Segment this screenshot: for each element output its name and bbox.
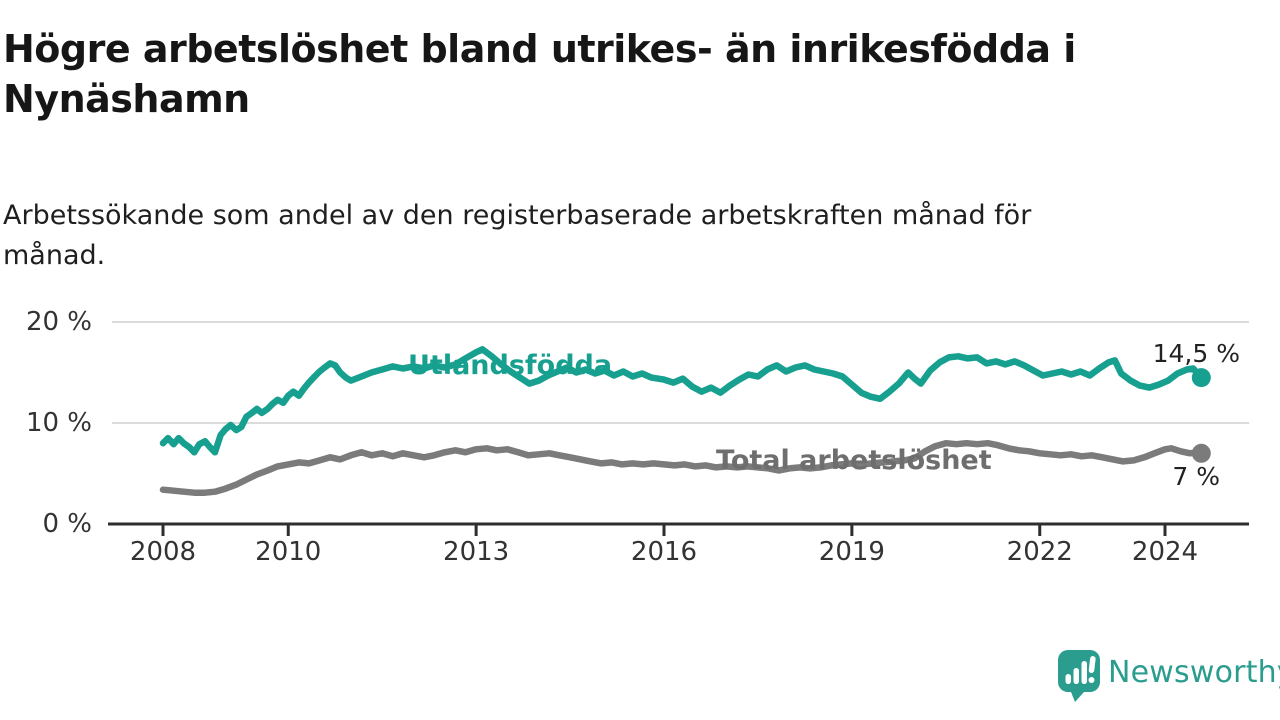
x-axis-ticks — [161, 524, 1167, 536]
newsworthy-logo-text: Newsworthy — [1108, 655, 1280, 690]
logo-bar-2 — [1073, 668, 1079, 684]
title-line-2: Nynäshamn — [3, 77, 250, 121]
end-value-label-total: 7 % — [1172, 462, 1220, 491]
series-end-dot-0 — [1191, 368, 1211, 388]
logo-exclamation-stem — [1088, 656, 1096, 673]
logo-bar-1 — [1065, 674, 1071, 684]
x-tick-label: 2024 — [1131, 537, 1199, 567]
page-subtitle: Arbetssökande som andel av den registerb… — [3, 196, 1193, 276]
x-tick-label: 2022 — [1006, 537, 1073, 567]
subtitle-line-2: månad. — [3, 240, 106, 271]
title-line-1: Högre arbetslöshet bland utrikes- än inr… — [3, 27, 1076, 71]
y-tick-label-10: 10 % — [25, 408, 92, 438]
page-title: Högre arbetslöshet bland utrikes- än inr… — [3, 24, 1253, 124]
end-value-label-utlandsfodda: 14,5 % — [1152, 339, 1240, 368]
x-tick-label: 2010 — [255, 537, 322, 567]
x-tick-label: 2013 — [443, 537, 510, 567]
x-tick-label: 2016 — [630, 537, 698, 567]
x-tick-label: 2019 — [818, 537, 885, 567]
series-label-utlandsfodda: Utlandsfödda — [408, 350, 613, 381]
series-label-total-arbetsloshet: Total arbetslöshet — [716, 445, 992, 476]
logo-bar-3 — [1081, 661, 1087, 684]
logo-exclamation-dot — [1088, 677, 1095, 683]
newsworthy-logo-icon — [1058, 650, 1100, 702]
series-end-dot-1 — [1191, 443, 1211, 463]
y-tick-label-0: 0 % — [42, 509, 92, 539]
subtitle-line-1: Arbetssökande som andel av den registerb… — [3, 200, 1032, 231]
y-tick-label-20: 20 % — [25, 307, 92, 337]
series-line-1 — [159, 439, 1205, 496]
x-tick-label: 2008 — [129, 537, 197, 567]
series-line-0 — [159, 346, 1205, 456]
